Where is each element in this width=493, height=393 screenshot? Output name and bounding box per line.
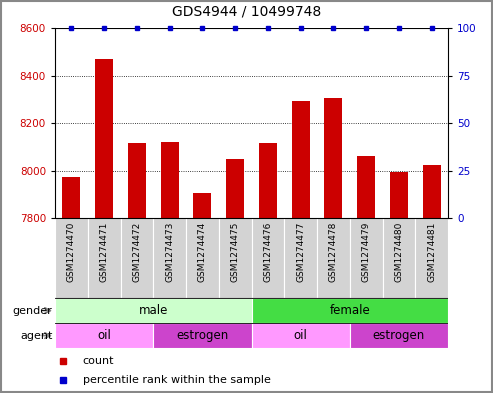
Text: female: female xyxy=(329,304,370,317)
Bar xyxy=(390,172,408,218)
Bar xyxy=(153,323,251,348)
Text: GSM1274477: GSM1274477 xyxy=(296,221,305,282)
Text: GSM1274470: GSM1274470 xyxy=(67,221,76,282)
Text: gender: gender xyxy=(13,306,53,316)
Bar xyxy=(383,218,415,298)
Text: GSM1274480: GSM1274480 xyxy=(394,221,403,282)
Bar xyxy=(153,218,186,298)
Bar xyxy=(251,218,284,298)
Text: GSM1274475: GSM1274475 xyxy=(231,221,240,282)
Bar xyxy=(193,193,211,218)
Bar xyxy=(161,142,178,218)
Text: estrogen: estrogen xyxy=(373,329,425,342)
Bar xyxy=(88,218,120,298)
Bar xyxy=(357,156,375,218)
Bar xyxy=(120,218,153,298)
Bar xyxy=(259,143,277,218)
Bar xyxy=(350,218,383,298)
Bar xyxy=(423,165,441,218)
Text: GSM1274474: GSM1274474 xyxy=(198,221,207,281)
Bar xyxy=(251,298,448,323)
Text: estrogen: estrogen xyxy=(176,329,228,342)
Bar xyxy=(317,218,350,298)
Bar xyxy=(284,218,317,298)
Text: GSM1274481: GSM1274481 xyxy=(427,221,436,282)
Bar xyxy=(415,218,448,298)
Bar xyxy=(219,218,251,298)
Text: oil: oil xyxy=(97,329,111,342)
Bar xyxy=(324,98,342,218)
Text: GSM1274471: GSM1274471 xyxy=(100,221,108,282)
Bar xyxy=(128,143,146,218)
Text: GDS4944 / 10499748: GDS4944 / 10499748 xyxy=(172,4,321,18)
Text: agent: agent xyxy=(20,331,53,341)
Text: GSM1274479: GSM1274479 xyxy=(362,221,371,282)
Text: count: count xyxy=(82,356,114,365)
Text: GSM1274473: GSM1274473 xyxy=(165,221,174,282)
Bar xyxy=(55,298,251,323)
Bar xyxy=(186,218,219,298)
Bar xyxy=(350,323,448,348)
Text: GSM1274472: GSM1274472 xyxy=(133,221,141,281)
Bar xyxy=(55,323,153,348)
Bar xyxy=(55,218,88,298)
Text: percentile rank within the sample: percentile rank within the sample xyxy=(82,375,270,385)
Text: GSM1274476: GSM1274476 xyxy=(263,221,272,282)
Text: male: male xyxy=(139,304,168,317)
Bar xyxy=(251,323,350,348)
Bar xyxy=(95,59,113,218)
Text: oil: oil xyxy=(294,329,308,342)
Text: GSM1274478: GSM1274478 xyxy=(329,221,338,282)
Bar xyxy=(63,176,80,218)
Bar xyxy=(292,101,310,218)
Bar xyxy=(226,159,244,218)
